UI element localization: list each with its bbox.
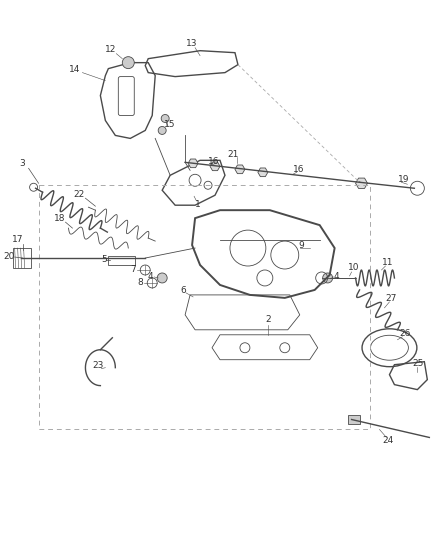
Text: 16: 16 [293,165,304,174]
Text: 16: 16 [208,157,220,166]
Text: 18: 18 [54,214,65,223]
Text: 17: 17 [12,235,23,244]
Text: 6: 6 [180,286,186,295]
Text: 25: 25 [413,359,424,368]
Text: 14: 14 [69,65,80,74]
Text: 22: 22 [74,190,85,199]
Circle shape [323,273,332,283]
Polygon shape [210,162,220,171]
Circle shape [161,115,169,123]
Text: 1: 1 [195,200,201,209]
Text: 3: 3 [20,159,25,168]
Circle shape [122,56,134,69]
Text: 21: 21 [227,150,239,159]
Text: 10: 10 [348,263,359,272]
Circle shape [157,273,167,283]
Text: 9: 9 [299,240,304,249]
Text: 26: 26 [400,329,411,338]
Text: 23: 23 [93,361,104,370]
Text: 15: 15 [164,120,176,129]
Text: 24: 24 [383,436,394,445]
Circle shape [158,126,166,134]
Text: 5: 5 [102,255,107,263]
Text: 13: 13 [186,39,198,48]
Text: 11: 11 [381,257,393,266]
Text: 7: 7 [131,265,136,274]
Text: 27: 27 [386,294,397,303]
Text: 19: 19 [398,175,409,184]
Text: 12: 12 [105,45,116,54]
Text: 8: 8 [138,278,143,287]
Polygon shape [258,168,268,176]
Text: 20: 20 [3,252,14,261]
Text: 4: 4 [148,272,153,281]
Text: 4: 4 [334,272,339,281]
Polygon shape [188,159,198,168]
Polygon shape [356,178,367,189]
Polygon shape [235,165,245,174]
Text: 2: 2 [265,316,271,324]
FancyBboxPatch shape [348,415,360,424]
